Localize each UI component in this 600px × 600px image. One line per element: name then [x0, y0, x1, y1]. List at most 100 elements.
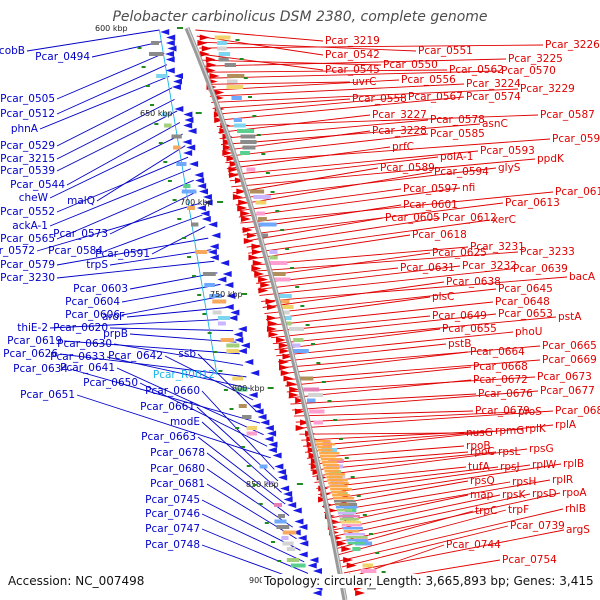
reverse-gene-arrow — [230, 309, 240, 316]
forward-gene-connector — [215, 96, 465, 121]
forward-gene-arrow — [265, 298, 276, 305]
reverse-gene-label: Pcar_0651 — [20, 389, 75, 401]
forward-gene-label: trpC — [475, 505, 497, 517]
reverse-gene-arrow — [207, 249, 217, 255]
reverse-gene-label: Pcar_3215 — [0, 153, 55, 165]
forward-gene-connector — [226, 146, 391, 170]
forward-gene-connector — [211, 88, 519, 103]
forward-gene-label: Pcar_0668 — [473, 361, 528, 373]
forward-gene-connector — [221, 123, 481, 146]
feature-block — [282, 316, 292, 320]
feature-block — [286, 547, 296, 551]
reverse-gene-label: Pcar_0579 — [0, 259, 55, 271]
feature-block — [282, 530, 297, 535]
feature-block — [195, 250, 208, 254]
forward-gene-arrow — [286, 381, 297, 387]
forward-gene-connector — [237, 188, 402, 212]
reverse-gene-arrow — [307, 562, 317, 569]
feature-block — [214, 35, 231, 40]
forward-gene-connector — [325, 479, 551, 520]
feature-block — [156, 74, 168, 78]
forward-gene-label: Pcar_0594 — [434, 166, 489, 178]
reverse-gene-connector — [197, 436, 286, 505]
forward-gene-label: Pcar_0578 — [430, 114, 485, 126]
forward-gene-label: nfi — [462, 182, 475, 194]
feature-block — [336, 509, 353, 512]
forward-gene-label: rpsQ — [470, 475, 495, 487]
forward-gene-connector — [281, 351, 469, 375]
reverse-gene-arrow — [257, 414, 267, 420]
forward-gene-connector — [312, 448, 528, 477]
forward-gene-connector — [257, 265, 461, 290]
forward-gene-label: Pcar_0597 — [403, 183, 458, 195]
forward-gene-arrow — [205, 56, 216, 63]
feature-block — [335, 506, 358, 509]
forward-gene-connector — [290, 393, 477, 405]
forward-gene-connector — [248, 219, 491, 254]
reverse-gene-arrow — [309, 557, 319, 563]
reverse-gene-connector — [129, 272, 218, 290]
forward-gene-arrow — [355, 590, 366, 596]
reverse-gene-arrow — [268, 441, 278, 448]
reverse-gene-connector — [56, 237, 209, 266]
genome-backbone-highlight — [187, 27, 347, 600]
forward-gene-connector — [246, 217, 441, 248]
reverse-gene-arrow — [267, 447, 277, 453]
forward-gene-connector — [283, 359, 541, 381]
forward-gene-label: Pcar_0593 — [480, 145, 535, 157]
forward-gene-label: Pcar_0648 — [495, 296, 550, 308]
reverse-gene-connector — [49, 133, 183, 199]
forward-gene-connector — [225, 138, 551, 164]
forward-gene-arrow — [240, 216, 251, 222]
forward-gene-arrow — [267, 320, 278, 327]
feature-block — [257, 217, 267, 221]
feature-block — [269, 255, 278, 260]
forward-gene-arrow — [232, 194, 243, 200]
feature-block — [329, 485, 348, 488]
forward-gene-arrow — [300, 419, 311, 426]
forward-gene-label: Pcar_0587 — [540, 109, 595, 121]
feature-block — [237, 129, 255, 133]
forward-gene-label: Pcar_0631 — [400, 262, 455, 274]
feature-block — [278, 294, 292, 298]
feature-block — [269, 250, 278, 254]
reverse-gene-connector — [91, 41, 162, 58]
reverse-gene-connector — [76, 394, 271, 459]
reverse-gene-arrow — [197, 183, 207, 189]
reverse-gene-label: Pcar_0650 — [83, 377, 138, 389]
feature-block — [317, 449, 333, 452]
reverse-gene-arrow — [160, 29, 170, 35]
forward-gene-arrow — [275, 337, 286, 343]
feature-block — [183, 184, 191, 188]
reverse-gene-arrow — [267, 430, 277, 437]
forward-gene-connector — [229, 156, 439, 182]
feature-block — [332, 494, 350, 497]
forward-gene-connector — [213, 96, 407, 115]
forward-gene-arrow — [266, 315, 277, 321]
feature-block — [362, 563, 374, 568]
forward-gene-label: Pcar_0567 — [408, 91, 463, 103]
forward-gene-label: Pcar_0744 — [446, 539, 501, 551]
reverse-gene-connector — [36, 203, 200, 252]
forward-gene-arrow — [258, 287, 269, 294]
feature-block — [327, 479, 348, 482]
forward-gene-connector — [318, 464, 531, 495]
reverse-gene-label: Pcar_0642 — [108, 350, 163, 362]
forward-gene-arrow — [222, 150, 233, 156]
reverse-gene-label: thiE-2 — [17, 322, 48, 334]
forward-gene-connector — [316, 466, 499, 489]
reverse-gene-arrow — [251, 403, 261, 409]
forward-gene-label: Pcar_0618 — [412, 229, 467, 241]
reverse-gene-connector — [129, 333, 237, 343]
reverse-gene-connector — [109, 327, 234, 332]
forward-gene-connector — [341, 525, 509, 568]
forward-gene-arrow — [295, 425, 306, 431]
reverse-gene-label: Pcar_0747 — [145, 523, 200, 535]
forward-gene-connector — [209, 83, 465, 97]
forward-gene-arrow — [209, 73, 220, 79]
forward-gene-connector — [231, 158, 536, 188]
reverse-gene-label: cobB — [0, 45, 25, 57]
feature-block — [339, 518, 359, 521]
feature-block — [347, 542, 365, 545]
reverse-gene-arrow — [186, 144, 196, 151]
